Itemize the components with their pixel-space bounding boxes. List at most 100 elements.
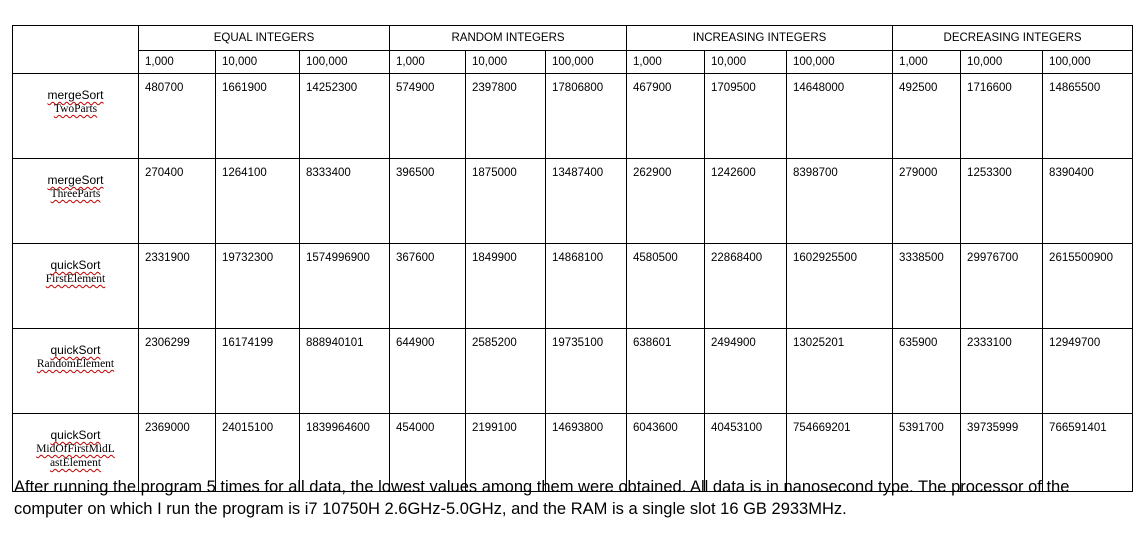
- size-header: 1,000: [892, 50, 962, 74]
- value-cell: 13487400: [545, 158, 628, 244]
- value-cell: 2331900: [138, 243, 216, 329]
- size-header: 10,000: [960, 50, 1044, 74]
- value-cell: 2333100: [960, 328, 1044, 414]
- results-table-container: EQUAL INTEGERS RANDOM INTEGERS INCREASIN…: [12, 25, 1134, 492]
- algorithm-name-line: quickSort: [50, 258, 101, 272]
- results-table: EQUAL INTEGERS RANDOM INTEGERS INCREASIN…: [12, 25, 1134, 492]
- algorithm-name-line: TwoParts: [53, 103, 98, 115]
- size-header: 1,000: [626, 50, 706, 74]
- size-header: 1,000: [138, 50, 216, 74]
- value-cell: 24015100: [215, 413, 300, 492]
- size-header: 100,000: [545, 50, 628, 74]
- value-cell: 888940101: [298, 328, 391, 414]
- value-cell: 1875000: [465, 158, 547, 244]
- value-cell: 1242600: [704, 158, 788, 244]
- value-cell: 2585200: [465, 328, 547, 414]
- value-cell: 367600: [389, 243, 467, 329]
- value-cell: 14648000: [786, 73, 894, 159]
- value-cell: 2306299: [138, 328, 216, 414]
- data-body: mergeSort TwoParts 480700 1661900 14252300 57…: [12, 73, 1134, 492]
- algorithm-name-cell: mergeSort ThreeParts: [12, 158, 139, 244]
- size-header: 100,000: [298, 50, 391, 74]
- value-cell: 14865500: [1042, 73, 1134, 159]
- corner-cell: [12, 25, 139, 74]
- value-cell: 16174199: [215, 328, 300, 414]
- value-cell: 13025201: [786, 328, 894, 414]
- value-cell: 644900: [389, 328, 467, 414]
- algorithm-name-line: MidOfFirstMidL: [36, 443, 115, 455]
- size-header-row: 1,000 10,000 100,000 1,000 10,000 100,00…: [13, 50, 1134, 74]
- group-equal-integers: EQUAL INTEGERS: [137, 25, 391, 51]
- algorithm-name-line: quickSort: [50, 428, 101, 442]
- value-cell: 2199100: [465, 413, 547, 492]
- value-cell: 19735100: [545, 328, 628, 414]
- group-header-row: EQUAL INTEGERS RANDOM INTEGERS INCREASIN…: [12, 25, 1134, 74]
- value-cell: 1574996900: [298, 243, 391, 329]
- value-cell: 5391700: [892, 413, 962, 492]
- value-cell: 8398700: [786, 158, 894, 244]
- size-header: 100,000: [786, 50, 894, 74]
- value-cell: 2494900: [704, 328, 788, 414]
- value-cell: 1253300: [960, 158, 1044, 244]
- group-increasing-integers: INCREASING INTEGERS: [626, 25, 894, 51]
- group-random-integers: RANDOM INTEGERS: [389, 25, 628, 51]
- algorithm-name-cell: mergeSort TwoParts: [12, 73, 139, 159]
- value-cell: 262900: [626, 158, 706, 244]
- table-row: mergeSort TwoParts 480700 1661900 14252300 57…: [12, 73, 1134, 159]
- value-cell: 14693800: [545, 413, 628, 492]
- value-cell: 19732300: [215, 243, 300, 329]
- footnote: After running the program 5 times for al…: [14, 478, 1070, 518]
- value-cell: 635900: [892, 328, 962, 414]
- value-cell: 29976700: [960, 243, 1044, 329]
- value-cell: 1709500: [704, 73, 788, 159]
- value-cell: 1716600: [960, 73, 1044, 159]
- value-cell: 766591401: [1042, 413, 1134, 492]
- value-cell: 22868400: [704, 243, 788, 329]
- size-header: 10,000: [215, 50, 300, 74]
- value-cell: 574900: [389, 73, 467, 159]
- algorithm-name-line: RandomElement: [36, 358, 115, 370]
- algorithm-name-line: quickSort: [50, 343, 101, 357]
- algorithm-name-line: mergeSort: [47, 173, 104, 187]
- value-cell: 2369000: [138, 413, 216, 492]
- value-cell: 2615500900: [1042, 243, 1134, 329]
- value-cell: 638601: [626, 328, 706, 414]
- value-cell: 492500: [892, 73, 962, 159]
- value-cell: 480700: [138, 73, 216, 159]
- value-cell: 8333400: [298, 158, 391, 244]
- value-cell: 14252300: [298, 73, 391, 159]
- algorithm-name-cell: quickSort FirstElement: [12, 243, 139, 329]
- size-header: 10,000: [704, 50, 788, 74]
- value-cell: 3338500: [892, 243, 962, 329]
- table-row: quickSort RandomElement 2306299 16174199 888…: [12, 328, 1134, 414]
- size-header: 10,000: [465, 50, 547, 74]
- algorithm-name-line: FirstElement: [45, 273, 106, 285]
- size-header: 100,000: [1042, 50, 1134, 74]
- value-cell: 754669201: [786, 413, 894, 492]
- value-cell: 279000: [892, 158, 962, 244]
- value-cell: 270400: [138, 158, 216, 244]
- value-cell: 12949700: [1042, 328, 1134, 414]
- size-header: 1,000: [389, 50, 467, 74]
- table-row: quickSort MidOfFirstMidL astElement 2369000…: [12, 413, 1134, 492]
- value-cell: 17806800: [545, 73, 628, 159]
- value-cell: 14868100: [545, 243, 628, 329]
- value-cell: 454000: [389, 413, 467, 492]
- value-cell: 2397800: [465, 73, 547, 159]
- table-row: mergeSort ThreeParts 270400 1264100 8333400 3…: [12, 158, 1134, 244]
- value-cell: 1264100: [215, 158, 300, 244]
- value-cell: 8390400: [1042, 158, 1134, 244]
- table-row: quickSort FirstElement 2331900 19732300 1574…: [12, 243, 1134, 329]
- algorithm-name-cell: quickSort MidOfFirstMidL astElement: [12, 413, 139, 492]
- value-cell: 40453100: [704, 413, 788, 492]
- algorithm-name-line: mergeSort: [47, 88, 104, 102]
- value-cell: 1839964600: [298, 413, 391, 492]
- value-cell: 39735999: [960, 413, 1044, 492]
- value-cell: 4580500: [626, 243, 706, 329]
- value-cell: 1661900: [215, 73, 300, 159]
- group-decreasing-integers: DECREASING INTEGERS: [892, 25, 1134, 51]
- value-cell: 1602925500: [786, 243, 894, 329]
- algorithm-name-cell: quickSort RandomElement: [12, 328, 139, 414]
- algorithm-name-line: astElement: [49, 457, 102, 469]
- value-cell: 467900: [626, 73, 706, 159]
